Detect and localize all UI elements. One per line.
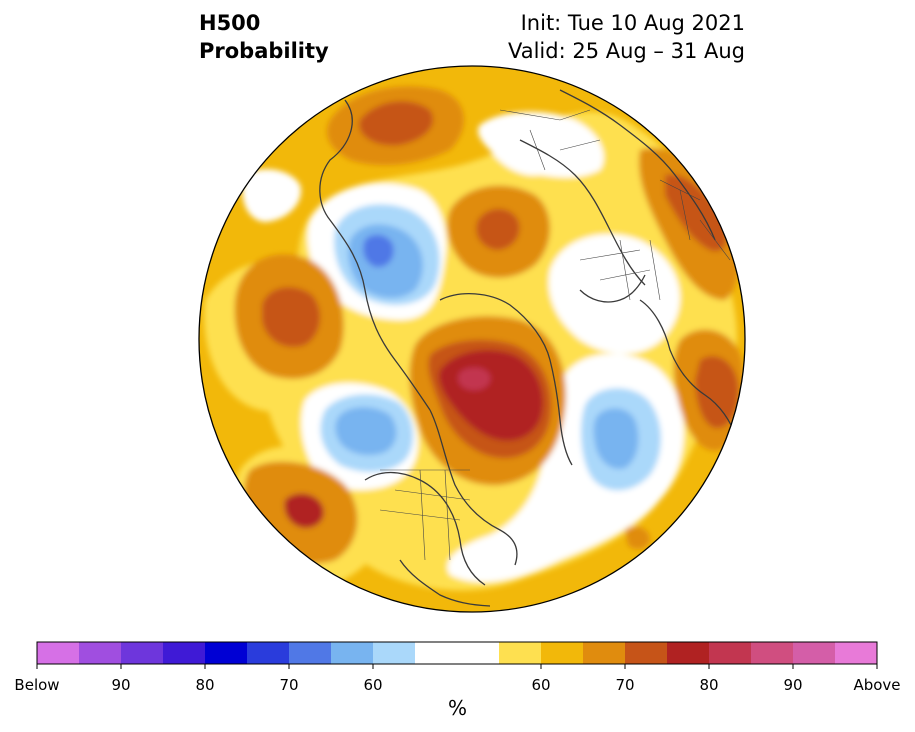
colorbar-tick-label: 60 <box>531 676 551 694</box>
colorbar-tick-label: 70 <box>279 676 299 694</box>
init-date: Init: Tue 10 Aug 2021 <box>520 11 745 35</box>
contour-orange <box>625 526 650 550</box>
contour-dark-orange <box>262 287 321 348</box>
colorbar-tick-label: 70 <box>615 676 635 694</box>
coastlines <box>319 89 739 607</box>
contour-crimson <box>458 367 491 391</box>
contour-dark-orange <box>359 101 434 146</box>
map-contours <box>199 66 745 612</box>
colorbar-swatch <box>121 642 164 664</box>
colorbar-swatch <box>79 642 122 664</box>
valid-range: Valid: 25 Aug – 31 Aug <box>507 39 745 63</box>
contour-neutral-white <box>548 234 680 354</box>
colorbar-labels: Below 90 80 70 60 60 70 80 90 Above <box>0 672 915 696</box>
contour-dark-orange <box>476 208 520 250</box>
colorbar-swatch <box>625 642 668 664</box>
colorbar-tick-label: 90 <box>783 676 803 694</box>
colorbar-tick-label: Below <box>14 676 60 694</box>
contour-medium-blue <box>363 234 394 268</box>
colorbar-swatch <box>415 642 458 664</box>
colorbar-tick-label: 80 <box>699 676 719 694</box>
colorbar-swatch <box>37 642 80 664</box>
colorbar-tick-label: 80 <box>195 676 215 694</box>
probability-map <box>36 65 878 669</box>
colorbar-tick-label: Above <box>853 676 901 694</box>
colorbar-swatch <box>163 642 206 664</box>
colorbar-swatch <box>541 642 584 664</box>
colorbar-swatch <box>247 642 290 664</box>
colorbar-unit: % <box>447 696 467 720</box>
colorbar-swatch <box>667 642 710 664</box>
colorbar-outline <box>36 641 878 665</box>
date-info: Init: Tue 10 Aug 2021 Valid: 25 Aug – 31… <box>508 9 745 65</box>
variable-label: H500 <box>199 11 261 35</box>
colorbar-swatch <box>499 642 542 664</box>
contour-neutral-white <box>242 169 301 222</box>
product-label: Probability <box>199 39 329 63</box>
colorbar <box>36 641 878 669</box>
contour-blue <box>593 408 639 469</box>
colorbar-swatch <box>331 642 374 664</box>
contour-blue <box>335 407 397 456</box>
contour-neutral-white <box>478 111 604 178</box>
colorbar-tick-label: 60 <box>363 676 383 694</box>
globe-outline <box>198 65 746 613</box>
colorbar-swatch <box>709 642 752 664</box>
borders <box>379 109 731 561</box>
map-title: H500 Probability <box>199 9 329 65</box>
colorbar-swatch <box>793 642 836 664</box>
colorbar-swatch <box>751 642 794 664</box>
colorbar-swatch <box>205 642 248 664</box>
colorbar-tick-label: 90 <box>111 676 131 694</box>
contour-dark-orange <box>695 356 739 429</box>
colorbar-swatch <box>289 642 332 664</box>
contour-red <box>284 493 324 528</box>
colorbar-swatch <box>835 642 878 664</box>
colorbar-swatch <box>373 642 416 664</box>
colorbar-swatch <box>457 642 500 664</box>
colorbar-swatch <box>583 642 626 664</box>
